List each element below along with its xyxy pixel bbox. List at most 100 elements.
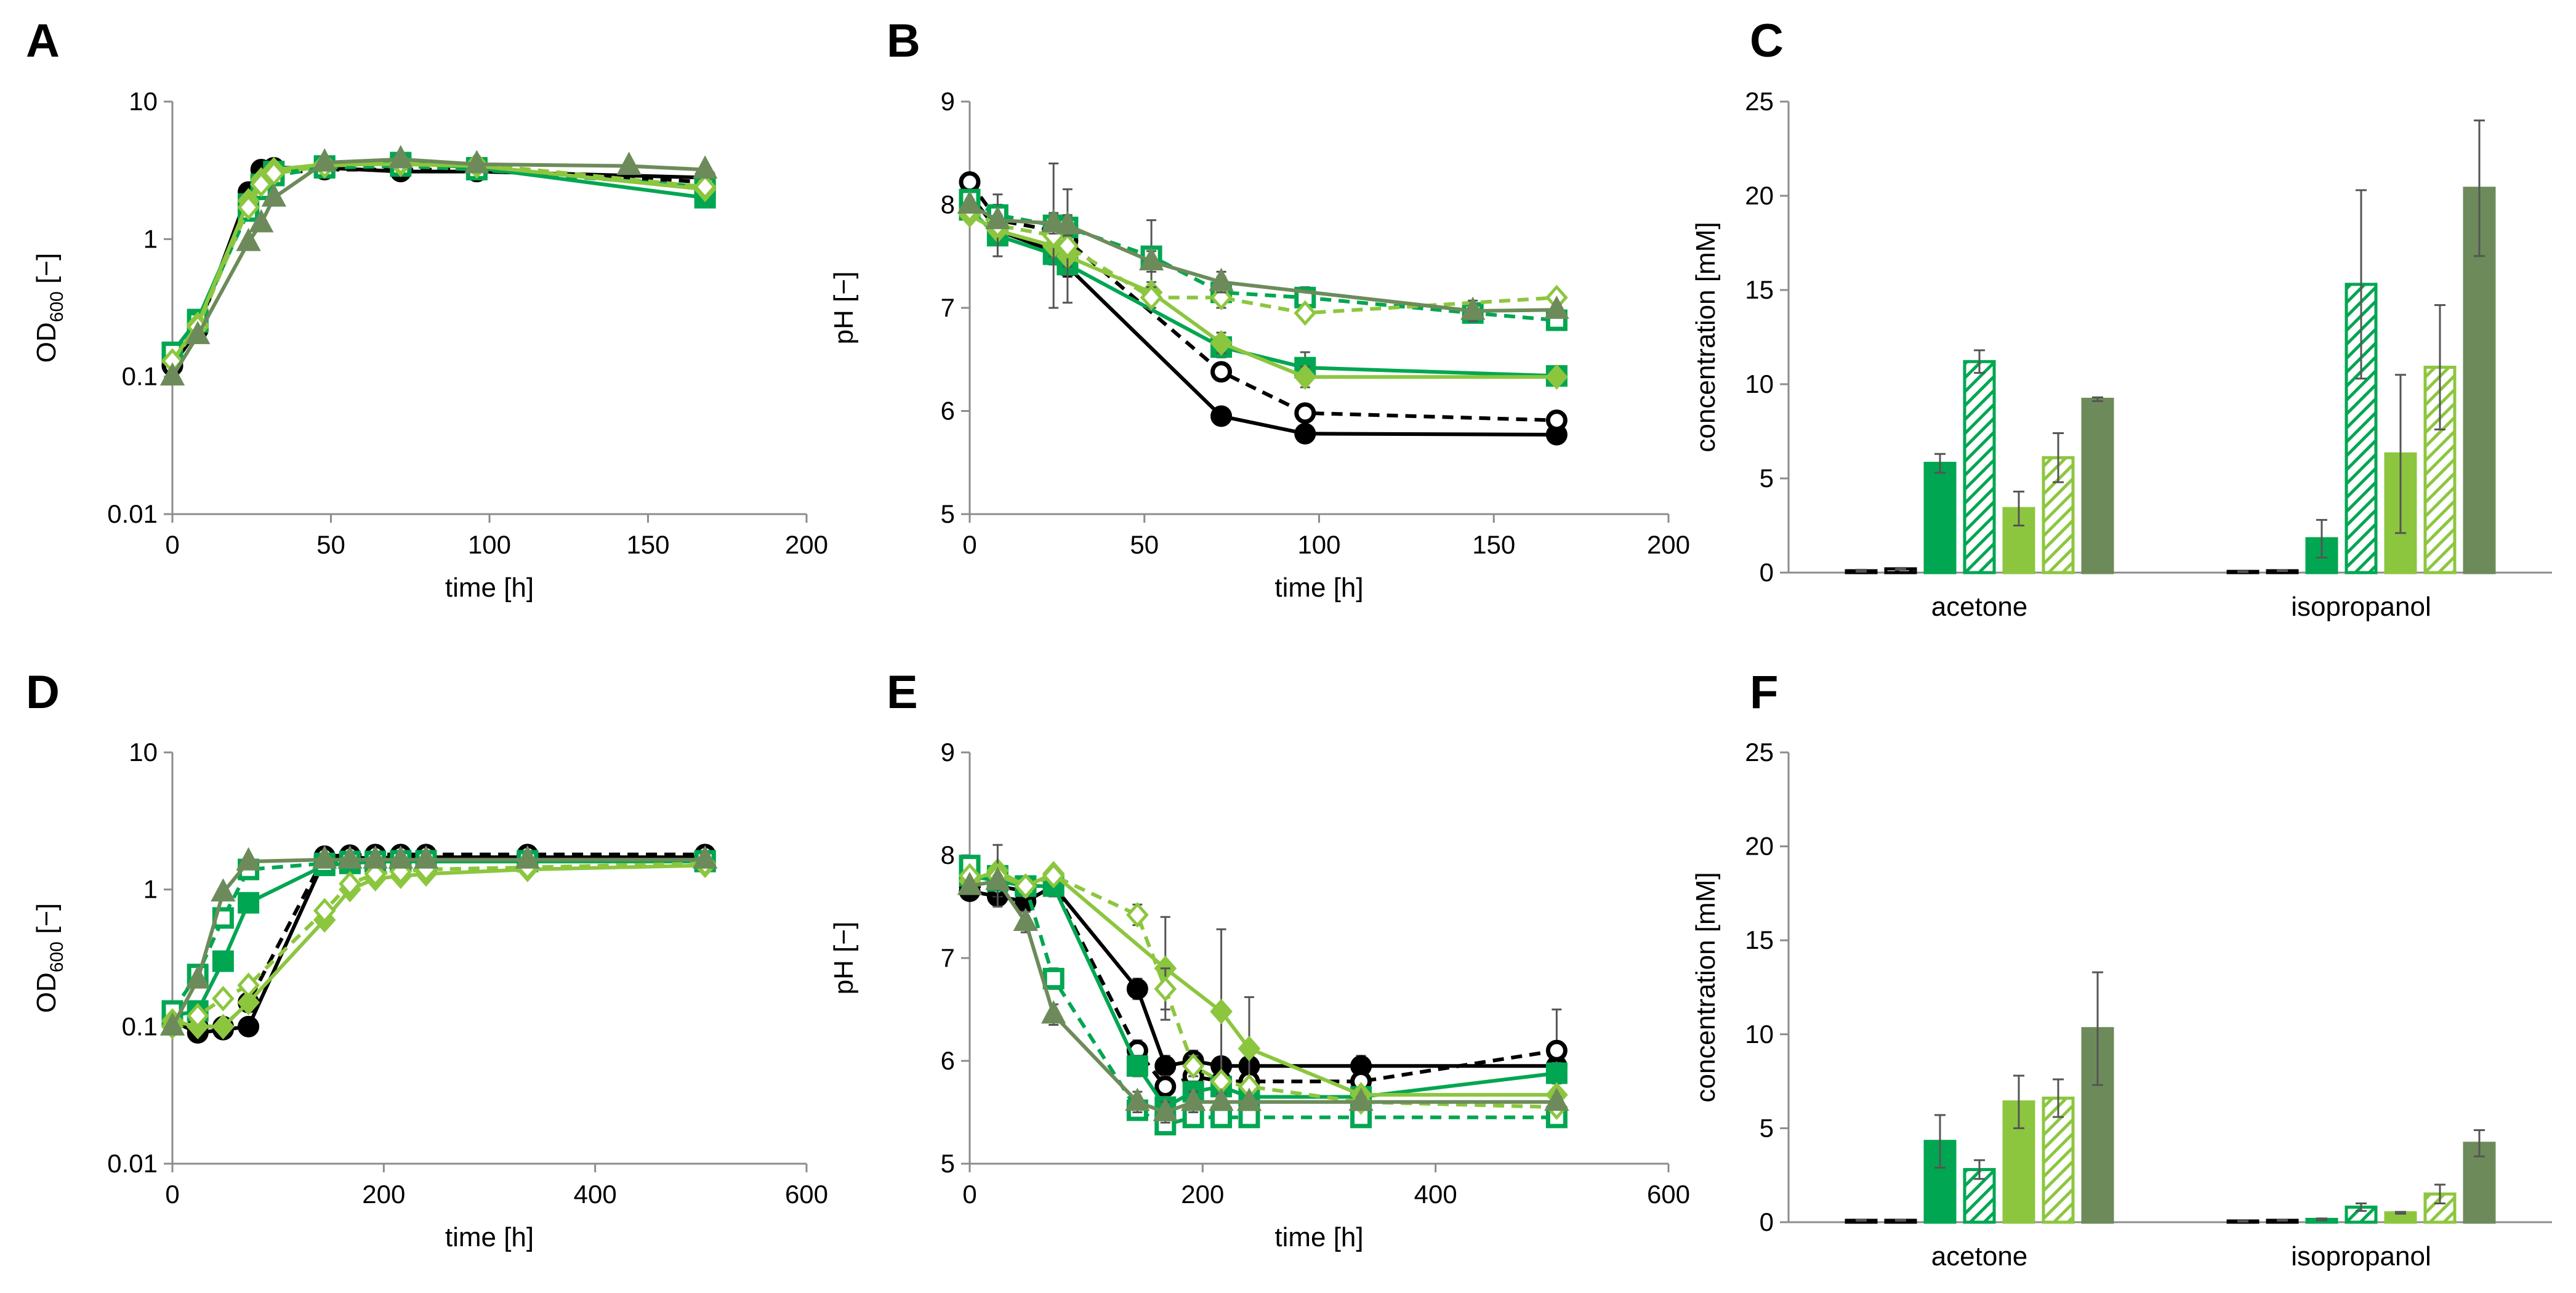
x-tick-label: 0 [962, 530, 976, 559]
data-point [1126, 978, 1148, 1000]
y-tick-label: 5 [1760, 464, 1774, 493]
x-tick-label: 400 [574, 1180, 617, 1209]
panel-letter: D [26, 666, 60, 719]
panel-letter: A [26, 15, 60, 67]
series-green-open [959, 855, 1568, 1136]
y-tick-label: 5 [941, 1149, 955, 1178]
series-olive-filled [159, 145, 718, 386]
data-point [1209, 1087, 1234, 1111]
x-axis-title: time [h] [1274, 1222, 1363, 1252]
data-point [212, 950, 234, 972]
data-point [1042, 863, 1065, 889]
series-light-open [161, 850, 717, 1040]
y-axis-title-unit: [−] [31, 253, 62, 291]
data-point [1238, 1036, 1261, 1061]
series-line [968, 863, 1557, 1127]
panel-letter: F [1750, 666, 1778, 719]
bar-light-open [2042, 456, 2075, 574]
series-line [968, 203, 1557, 313]
y-axis-title: OD600 [−] [31, 253, 67, 363]
x-tick-label: 600 [1647, 1180, 1690, 1209]
data-point [1125, 1087, 1150, 1111]
y-axis-title: pH [−] [829, 272, 859, 345]
x-tick-label: 50 [1130, 530, 1159, 559]
data-point [159, 362, 185, 386]
data-point [1210, 361, 1233, 383]
data-point [238, 892, 260, 914]
y-tick-label: 0.01 [107, 1149, 158, 1178]
data-point [1126, 1055, 1148, 1077]
y-tick-label: 10 [1745, 369, 1774, 398]
data-point [1014, 873, 1037, 899]
series-line [171, 157, 706, 378]
x-tick-label: 400 [1414, 1180, 1457, 1209]
y-tick-label: 8 [941, 190, 955, 219]
data-point [1154, 1055, 1177, 1077]
data-point [337, 845, 363, 869]
data-point [693, 155, 718, 179]
data-point [959, 171, 981, 193]
data-point [238, 1015, 260, 1037]
data-point [985, 206, 1010, 230]
data-point [312, 148, 337, 172]
y-tick-label: 0.01 [107, 499, 158, 528]
y-tick-label: 6 [941, 397, 955, 425]
x-tick-label: 150 [626, 530, 669, 559]
x-tick-label: 0 [165, 1180, 179, 1209]
data-point [312, 845, 337, 869]
data-point [1348, 1087, 1374, 1111]
y-tick-label: 15 [1745, 925, 1774, 954]
data-point [388, 145, 413, 169]
y-tick-label: 0 [1760, 558, 1774, 587]
x-tick-label: 50 [316, 530, 345, 559]
data-point [693, 174, 717, 200]
y-tick-label: 10 [129, 738, 158, 767]
data-point [1154, 976, 1177, 1002]
data-point [1209, 267, 1234, 291]
y-axis-title: concentration [mM] [1691, 872, 1721, 1102]
y-tick-label: 25 [1745, 87, 1774, 116]
x-axis-title: time [h] [445, 1222, 534, 1252]
y-tick-label: 0 [1760, 1207, 1774, 1236]
y-tick-label: 7 [941, 943, 955, 972]
data-point [957, 871, 983, 895]
chart-panel-e: E 5 6 7 8 9 0 200 400 600 time [h] pH [−] [829, 666, 1690, 1252]
data-point [413, 845, 439, 869]
y-tick-label: 9 [941, 87, 955, 116]
category-label: acetone [1931, 592, 2028, 622]
bar-light-open [2042, 1097, 2075, 1224]
data-point [185, 321, 211, 344]
data-point [1294, 402, 1316, 424]
y-tick-label: 8 [941, 840, 955, 869]
y-tick-label: 20 [1745, 832, 1774, 861]
series-olive-filled [159, 845, 718, 1036]
chart-panel-b: B 5 6 7 8 9 0 50 100 150 200 time [h] pH [−] [829, 15, 1690, 603]
y-axis-title-sub: 600 [47, 941, 67, 972]
x-tick-label: 100 [1297, 530, 1340, 559]
data-point [1210, 405, 1233, 427]
data-point [185, 965, 211, 989]
series-line [970, 874, 1557, 1110]
chart-panel-c: C 0 5 10 15 20 25 concentration [mM] acetone isop… [1691, 15, 2552, 622]
data-point [985, 866, 1010, 890]
data-point [464, 150, 489, 174]
data-point [1236, 1087, 1262, 1111]
data-point [1042, 967, 1065, 989]
data-point [1545, 409, 1568, 432]
data-point [261, 183, 286, 207]
data-point [515, 845, 540, 869]
data-point [1210, 330, 1233, 356]
y-axis-title-main: OD [31, 322, 62, 363]
y-tick-label: 0.1 [122, 1012, 158, 1041]
x-axis-title: time [h] [445, 573, 534, 603]
y-tick-label: 10 [129, 87, 158, 116]
y-tick-label: 1 [143, 224, 158, 253]
data-point [1140, 284, 1163, 311]
data-point [1055, 211, 1081, 235]
data-point [957, 190, 983, 214]
series-line [968, 213, 1557, 379]
data-point [1126, 902, 1149, 928]
data-point [1294, 364, 1317, 390]
series-line [969, 874, 1557, 1110]
